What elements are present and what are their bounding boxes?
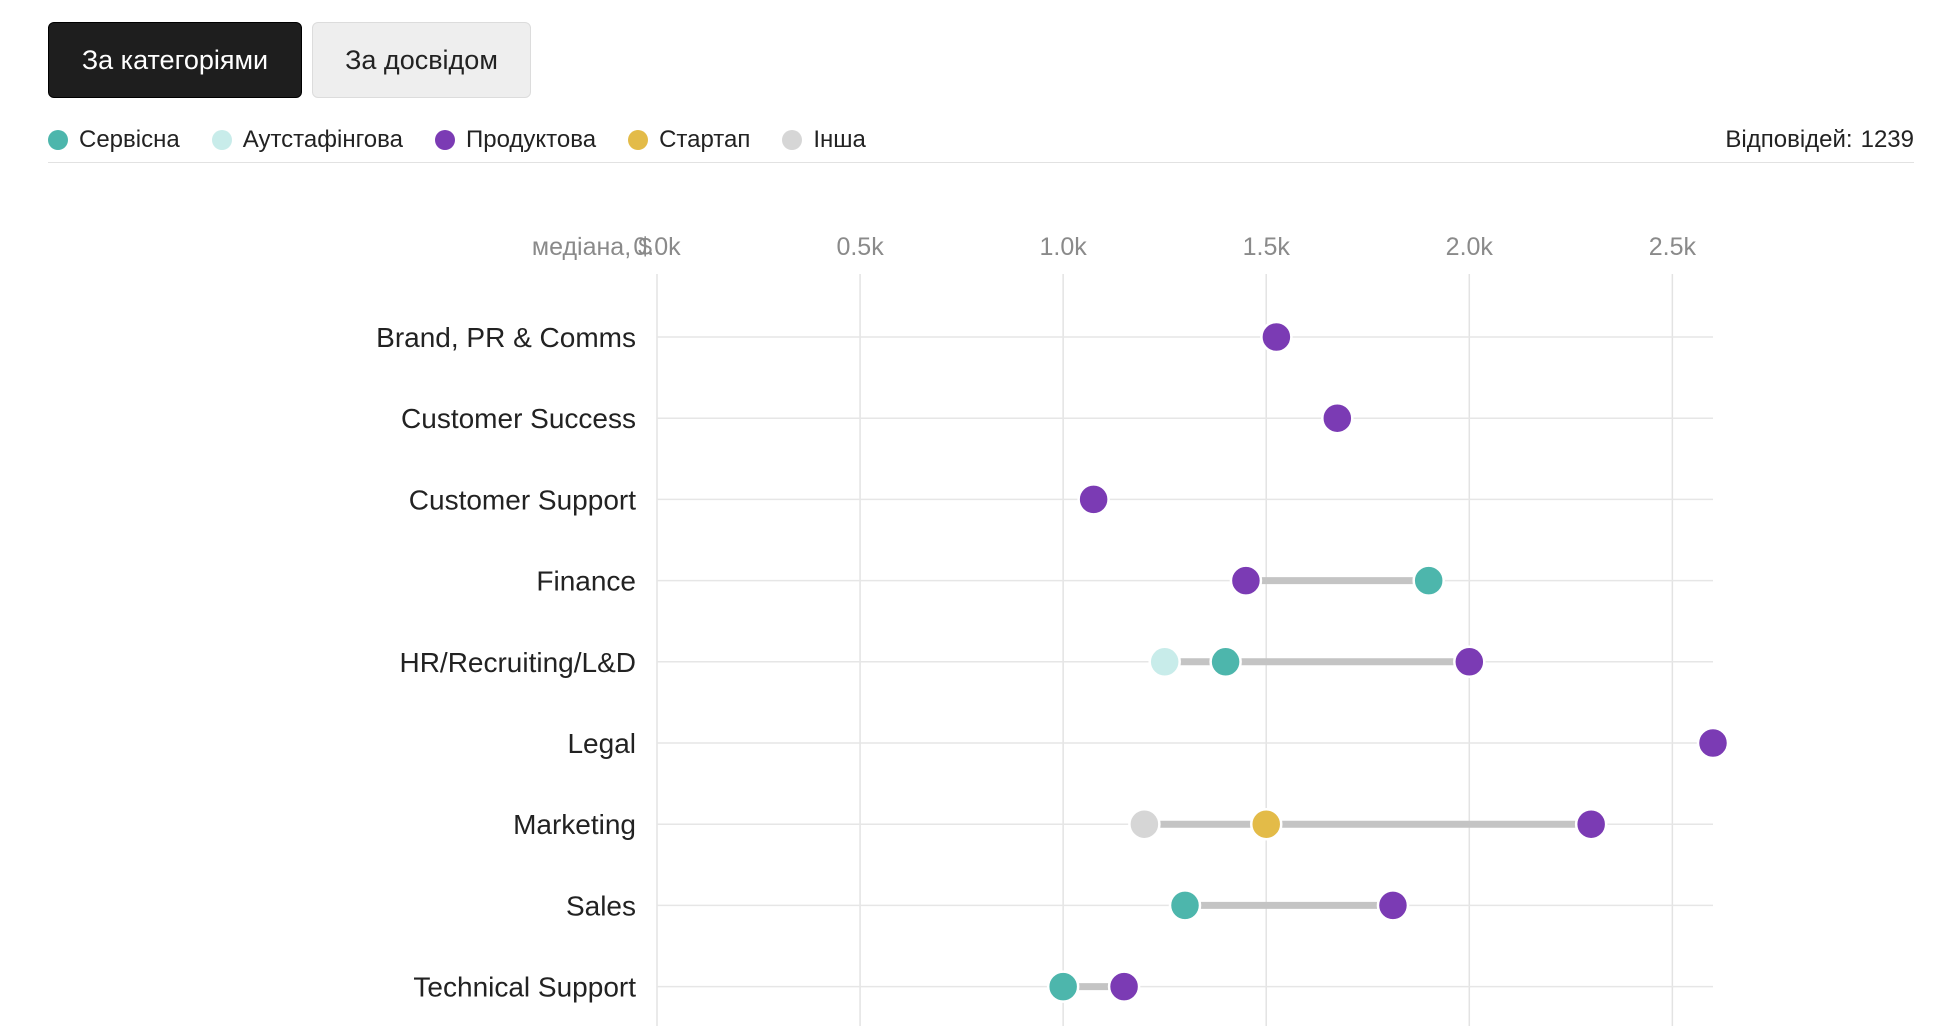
legend-swatch bbox=[434, 130, 455, 150]
data-point[interactable] bbox=[1412, 564, 1445, 597]
data-point[interactable] bbox=[1574, 807, 1608, 841]
legend-item: Продуктова bbox=[434, 126, 597, 154]
data-point[interactable] bbox=[1128, 807, 1161, 841]
legend-label: Сервісна bbox=[79, 126, 180, 153]
data-point[interactable] bbox=[1107, 970, 1141, 1003]
data-point[interactable] bbox=[1260, 320, 1293, 354]
x-tick-label: 1.5k bbox=[1243, 233, 1291, 261]
data-point[interactable] bbox=[1376, 889, 1410, 922]
data-point[interactable] bbox=[1046, 970, 1080, 1003]
x-tick-label: 0.5k bbox=[836, 233, 884, 261]
legend-item: Стартап bbox=[628, 126, 750, 154]
category-label: Technical Support bbox=[413, 972, 636, 1003]
category-label: Brand, PR & Comms bbox=[376, 322, 636, 353]
data-point[interactable] bbox=[1077, 483, 1110, 516]
data-point[interactable] bbox=[1249, 807, 1283, 841]
data-point[interactable] bbox=[1148, 645, 1181, 679]
responses-label: Відповідей: bbox=[1725, 126, 1853, 153]
legend-label: Стартап bbox=[659, 126, 751, 153]
view-tabs: За категоріями За досвідом bbox=[48, 22, 531, 98]
x-tick-label: 1.0k bbox=[1040, 233, 1088, 261]
data-point[interactable] bbox=[1229, 564, 1263, 597]
x-tick-label: 2.0k bbox=[1446, 233, 1494, 261]
legend-swatch bbox=[628, 130, 649, 150]
category-label: Customer Success bbox=[401, 403, 636, 434]
legend-swatch bbox=[211, 130, 232, 150]
category-label: Customer Support bbox=[409, 484, 636, 515]
data-point[interactable] bbox=[1321, 401, 1354, 435]
tab-by-experience[interactable]: За досвідом bbox=[312, 22, 531, 98]
data-point[interactable] bbox=[1696, 726, 1730, 760]
responses-count: Відповідей: 1239 bbox=[1725, 126, 1914, 154]
category-label: Legal bbox=[567, 728, 636, 759]
legend-swatch bbox=[782, 130, 803, 150]
legend-label: Інша bbox=[813, 126, 866, 153]
legend-swatch bbox=[48, 130, 68, 150]
legend-item: Сервісна bbox=[48, 126, 180, 154]
category-label: HR/Recruiting/L&D bbox=[399, 647, 636, 678]
tab-by-categories[interactable]: За категоріями bbox=[48, 22, 302, 98]
legend-label: Продуктова bbox=[465, 126, 597, 153]
category-label: Finance bbox=[536, 566, 636, 597]
responses-value: 1239 bbox=[1860, 126, 1914, 153]
data-point[interactable] bbox=[1209, 645, 1242, 679]
data-point[interactable] bbox=[1453, 645, 1486, 679]
category-label: Marketing bbox=[513, 809, 636, 840]
x-tick-label: 0.0k bbox=[633, 233, 681, 261]
legend-bar: Сервісна Аутстафінгова Продуктова Стартап Ін… bbox=[48, 118, 1914, 163]
axis-label: медіана, $ bbox=[532, 233, 652, 261]
legend-item: Аутстафінгова bbox=[211, 126, 403, 154]
legend-item: Інша bbox=[782, 126, 866, 154]
legend: Сервісна Аутстафінгова Продуктова Стартап Ін… bbox=[48, 126, 898, 154]
data-point[interactable] bbox=[1168, 889, 1202, 922]
legend-label: Аутстафінгова bbox=[242, 126, 403, 153]
category-label: Sales bbox=[566, 890, 636, 921]
x-tick-label: 2.5k bbox=[1649, 233, 1697, 261]
